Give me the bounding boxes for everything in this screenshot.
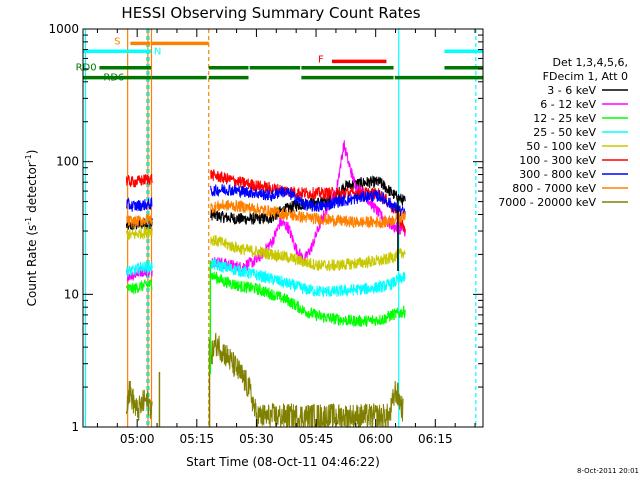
series-line [210, 183, 406, 220]
series-line [125, 279, 153, 295]
x-tick-label: 06:15 [418, 432, 453, 446]
flag-label-flare: F [318, 54, 324, 65]
x-tick-label: 06:00 [358, 432, 393, 446]
flag-label-rd6: RD6 [103, 72, 124, 83]
legend-header-decim: FDecim 1, Att 0 [543, 70, 628, 83]
y-tick-label: 10 [64, 287, 79, 301]
plot-frame [82, 28, 484, 428]
legend-entry-label: 12 - 25 keV [533, 112, 596, 125]
legend-entry-label: 25 - 50 keV [533, 126, 596, 139]
y-label-part: Count Rate (s [25, 225, 39, 307]
plot-area: S N F RD0 RD6 [76, 29, 483, 429]
legend-entry-label: 100 - 300 keV [519, 154, 596, 167]
flag-label-rd0: RD0 [76, 63, 97, 74]
legend: Det 1,3,4,5,6, FDecim 1, Att 0 3 - 6 keV… [498, 56, 628, 209]
series-line [210, 332, 404, 429]
series-line [210, 257, 406, 298]
x-axis: 05:00 05:15 05:30 05:45 06:00 06:15 [96, 29, 476, 446]
chart-title: HESSI Observing Summary Count Rates [121, 4, 420, 22]
x-axis-label: Start Time (08-Oct-11 04:46:22) [186, 455, 380, 469]
legend-entry-label: 7000 - 20000 keV [498, 196, 596, 209]
y-label-part: ) [25, 150, 39, 155]
x-tick-label: 05:30 [239, 432, 274, 446]
footer-date: 8-Oct-2011 20:01 [577, 467, 639, 475]
series-line [125, 261, 153, 277]
legend-entry-label: 300 - 800 keV [519, 168, 596, 181]
series-line [125, 173, 153, 188]
y-label-part: detector [25, 162, 39, 217]
series-line [210, 271, 406, 328]
y-label-sup: -1 [24, 217, 33, 225]
x-tick-label: 05:00 [120, 432, 155, 446]
series-line [210, 235, 406, 272]
flag-label-night: N [154, 46, 161, 57]
y-tick-label: 100 [56, 155, 79, 169]
y-tick-label: 1 [71, 420, 79, 434]
legend-entry-label: 3 - 6 keV [547, 84, 596, 97]
series-line [210, 199, 406, 229]
y-label-sup: -1 [24, 154, 33, 162]
legend-entry-label: 50 - 100 keV [526, 140, 596, 153]
x-tick-label: 05:15 [180, 432, 215, 446]
legend-header-detectors: Det 1,3,4,5,6, [552, 56, 628, 69]
series-line [125, 226, 153, 241]
x-tick-label: 05:45 [299, 432, 334, 446]
legend-entry-label: 800 - 7000 keV [512, 182, 596, 195]
legend-entry-label: 6 - 12 keV [540, 98, 596, 111]
y-tick-label: 1000 [48, 22, 79, 36]
series-line [210, 175, 406, 225]
y-axis-label: Count Rate (s-1 detector-1) [24, 150, 39, 307]
series-line [125, 214, 153, 229]
series-line [125, 380, 153, 421]
y-axis: 1 10 100 1000 [48, 22, 483, 434]
series-line [125, 196, 153, 212]
flag-label-saa: S [114, 36, 120, 47]
